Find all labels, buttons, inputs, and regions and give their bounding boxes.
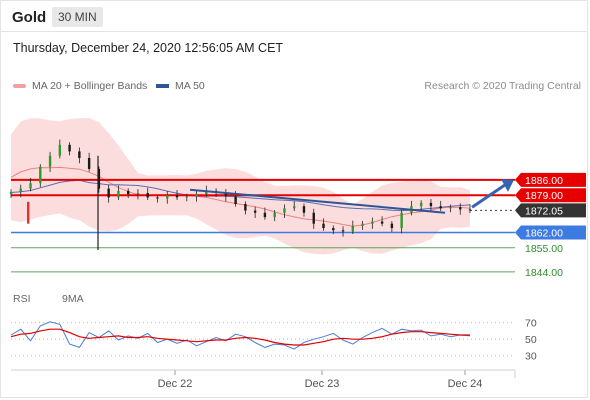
legend-rsi-ma: 9MA — [62, 293, 84, 305]
candle-up — [19, 188, 22, 192]
candle-down — [263, 212, 267, 218]
projection-arrow-shaft — [471, 183, 507, 209]
legend-bollinger: MA 20 + Bollinger Bands — [13, 80, 147, 92]
timeframe-badge[interactable]: 30 MIN — [52, 7, 103, 27]
candle-down — [429, 202, 433, 207]
candle-up — [9, 191, 13, 195]
projection-arrow-head — [501, 179, 514, 192]
candle-down — [146, 193, 149, 198]
legend-ma50: MA 50 — [156, 80, 205, 92]
candle-up — [58, 144, 62, 156]
price-level-label: 1855.00 — [525, 243, 563, 255]
candle-up — [136, 193, 140, 195]
candle-down — [380, 221, 384, 224]
candle-up — [419, 202, 423, 207]
candle-up — [351, 225, 355, 232]
x-tick-label: Dec 23 — [305, 378, 340, 390]
candle-down — [175, 195, 179, 198]
candle-down — [390, 223, 394, 229]
x-tick-label: Dec 22 — [158, 378, 193, 390]
bollinger-swatch — [13, 84, 26, 89]
candle-up — [293, 206, 296, 209]
candle-down — [97, 168, 101, 189]
bollinger-band — [11, 118, 470, 255]
legend-rsi-label: RSI — [13, 293, 31, 305]
instrument-title: Gold — [12, 9, 47, 26]
candle-down — [322, 223, 325, 229]
candle-down — [224, 193, 228, 197]
price-level-label: 1879.00 — [525, 190, 563, 202]
candle-down — [302, 206, 306, 213]
legend-rsi-ma-label: 9MA — [62, 293, 84, 305]
candle-up — [400, 212, 403, 229]
price-level-label: 1886.00 — [525, 175, 563, 187]
legend-ma50-label: MA 50 — [175, 80, 205, 92]
ma50-line — [10, 179, 471, 212]
candle-up — [29, 183, 32, 189]
candle-down — [312, 212, 315, 224]
candle-up — [283, 208, 286, 213]
candle-up — [449, 207, 452, 209]
legend-bollinger-label: MA 20 + Bollinger Bands — [32, 80, 148, 92]
candle-down — [459, 207, 462, 210]
candle-up — [166, 195, 169, 199]
price-level-label: 1862.00 — [525, 227, 563, 239]
candle-up — [273, 212, 276, 218]
ma20-line — [10, 166, 471, 227]
candle-down — [244, 203, 247, 211]
trend-line — [189, 188, 446, 214]
candle-down — [68, 144, 71, 152]
price-level-label: 1844.00 — [525, 267, 563, 279]
candle-up — [39, 166, 42, 184]
candle-down — [87, 157, 91, 169]
candle-up — [371, 221, 374, 224]
candle-down — [253, 210, 257, 213]
candle-down — [468, 209, 472, 211]
spike-candle — [27, 201, 30, 224]
candle-down — [234, 196, 237, 204]
price-level-tag — [515, 188, 586, 203]
price-level-tag — [515, 172, 586, 187]
candle-down — [78, 151, 81, 158]
legend-rsi: RSI — [13, 293, 31, 305]
rsi-tick-label: 50 — [525, 334, 537, 346]
candle-down — [107, 188, 110, 198]
rsi-tick-label: 30 — [525, 351, 537, 363]
x-tick-label: Dec 24 — [448, 378, 483, 390]
credit-text: Research © 2020 Trading Central — [424, 80, 581, 92]
candle-up — [205, 190, 208, 195]
candle-up — [48, 155, 52, 167]
price-level-label: 1872.05 — [525, 205, 563, 217]
price-level-tag — [515, 225, 586, 240]
ma50-swatch — [156, 84, 169, 89]
candle-down — [156, 197, 159, 199]
candle-down — [126, 190, 130, 195]
candle-up — [195, 194, 198, 197]
rsi-tick-label: 70 — [525, 318, 537, 330]
candle-up — [117, 190, 120, 198]
candle-up — [185, 196, 188, 198]
candle-down — [439, 206, 442, 209]
rsi-ma-line — [10, 328, 470, 346]
candle-down — [341, 230, 345, 232]
datetime-stamp: Thursday, December 24, 2020 12:56:05 AM … — [13, 41, 284, 55]
candle-down — [332, 228, 335, 231]
price-level-tag — [515, 203, 586, 218]
rsi-line — [10, 321, 471, 350]
candle-up — [361, 223, 364, 226]
